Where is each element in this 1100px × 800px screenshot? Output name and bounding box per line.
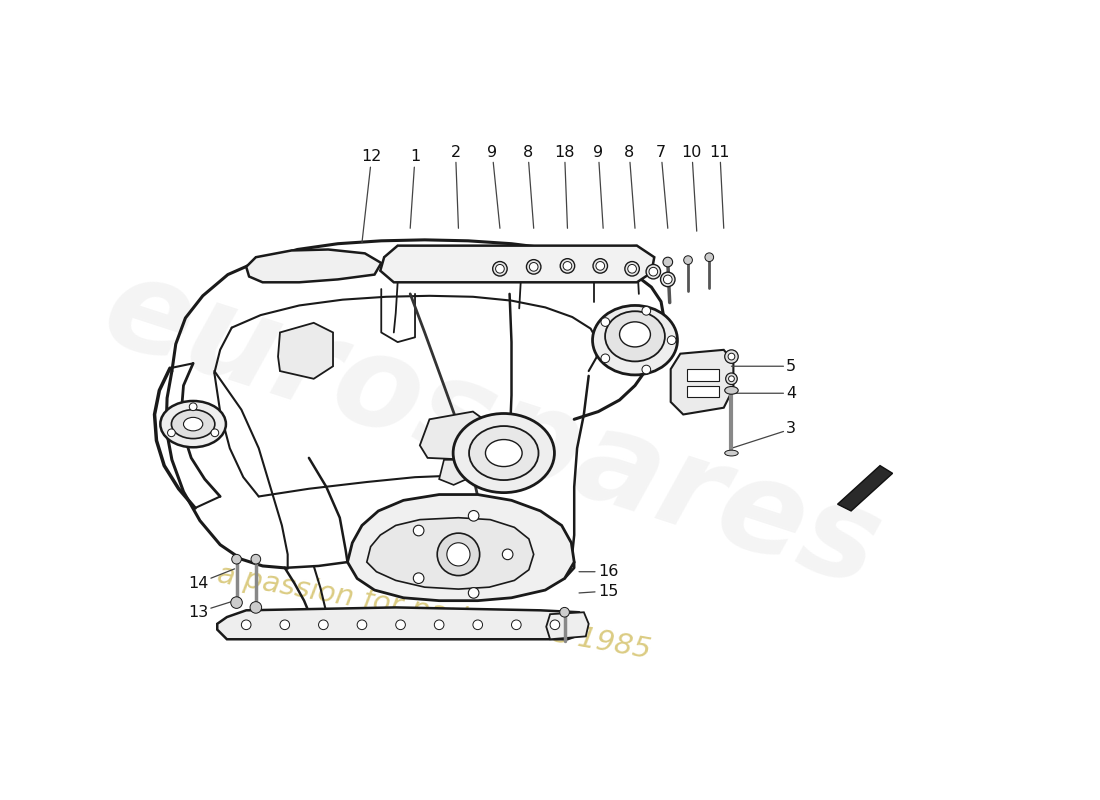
Circle shape — [414, 526, 424, 536]
Circle shape — [550, 620, 560, 630]
Ellipse shape — [725, 386, 738, 394]
Circle shape — [189, 403, 197, 410]
Circle shape — [725, 350, 738, 363]
Circle shape — [473, 620, 483, 630]
Circle shape — [503, 549, 513, 560]
Circle shape — [593, 258, 607, 273]
Polygon shape — [348, 494, 574, 601]
Text: 4: 4 — [732, 386, 796, 401]
Ellipse shape — [161, 401, 226, 447]
Text: a passion for parts since 1985: a passion for parts since 1985 — [216, 560, 653, 664]
Circle shape — [728, 376, 735, 382]
Text: 12: 12 — [362, 150, 382, 242]
Circle shape — [469, 510, 478, 521]
Text: 7: 7 — [656, 145, 668, 228]
Text: 16: 16 — [579, 564, 618, 579]
Polygon shape — [547, 612, 589, 639]
Text: 2: 2 — [451, 145, 461, 228]
Circle shape — [649, 267, 658, 276]
Circle shape — [601, 318, 609, 326]
Ellipse shape — [725, 450, 738, 456]
Circle shape — [231, 597, 242, 608]
Text: 3: 3 — [732, 422, 796, 448]
Ellipse shape — [469, 426, 539, 480]
Text: 10: 10 — [682, 145, 702, 231]
Polygon shape — [688, 369, 719, 381]
Circle shape — [563, 262, 572, 270]
Text: 5: 5 — [732, 358, 796, 374]
Circle shape — [668, 336, 676, 345]
Circle shape — [529, 262, 538, 271]
Ellipse shape — [485, 439, 522, 466]
Circle shape — [469, 587, 478, 598]
Circle shape — [684, 256, 692, 265]
Ellipse shape — [453, 414, 554, 493]
Text: eurospares: eurospares — [89, 245, 895, 613]
Circle shape — [437, 533, 480, 575]
Ellipse shape — [593, 306, 678, 375]
Text: 8: 8 — [522, 145, 534, 228]
Circle shape — [396, 620, 406, 630]
Polygon shape — [420, 411, 491, 460]
Circle shape — [358, 620, 366, 630]
Polygon shape — [688, 386, 719, 397]
Circle shape — [663, 275, 672, 284]
Circle shape — [493, 262, 507, 276]
Circle shape — [280, 620, 289, 630]
Text: 18: 18 — [554, 145, 575, 228]
Circle shape — [663, 258, 672, 267]
Circle shape — [642, 366, 651, 374]
Polygon shape — [278, 323, 333, 378]
Polygon shape — [439, 460, 471, 485]
Circle shape — [625, 262, 639, 276]
Circle shape — [211, 429, 219, 437]
Circle shape — [726, 373, 737, 385]
Text: 1: 1 — [410, 150, 420, 228]
Circle shape — [596, 262, 605, 270]
Text: 9: 9 — [593, 145, 604, 228]
Circle shape — [319, 620, 328, 630]
Polygon shape — [671, 350, 734, 414]
Circle shape — [661, 272, 675, 286]
Circle shape — [642, 306, 651, 315]
Text: 13: 13 — [188, 601, 234, 620]
Polygon shape — [366, 518, 534, 589]
Circle shape — [447, 542, 470, 566]
Circle shape — [250, 602, 262, 614]
Circle shape — [728, 354, 735, 360]
Polygon shape — [381, 246, 654, 282]
Circle shape — [496, 265, 504, 273]
Circle shape — [527, 260, 541, 274]
Circle shape — [601, 354, 609, 362]
Ellipse shape — [184, 418, 202, 431]
Circle shape — [251, 554, 261, 564]
Circle shape — [232, 554, 241, 564]
Circle shape — [434, 620, 444, 630]
Ellipse shape — [605, 311, 664, 362]
Polygon shape — [246, 250, 382, 282]
Polygon shape — [218, 607, 586, 639]
Circle shape — [512, 620, 521, 630]
Ellipse shape — [172, 410, 214, 438]
Text: 9: 9 — [487, 145, 499, 228]
Circle shape — [167, 429, 175, 437]
Polygon shape — [837, 466, 892, 511]
Circle shape — [414, 573, 424, 583]
Text: 14: 14 — [188, 569, 234, 591]
Circle shape — [560, 258, 574, 273]
Circle shape — [241, 620, 251, 630]
Circle shape — [646, 265, 661, 279]
Circle shape — [628, 265, 637, 273]
Text: 15: 15 — [579, 583, 618, 598]
Text: 11: 11 — [710, 145, 730, 228]
Ellipse shape — [619, 322, 650, 347]
Circle shape — [705, 253, 714, 262]
Circle shape — [560, 607, 570, 617]
Text: 8: 8 — [624, 145, 635, 228]
